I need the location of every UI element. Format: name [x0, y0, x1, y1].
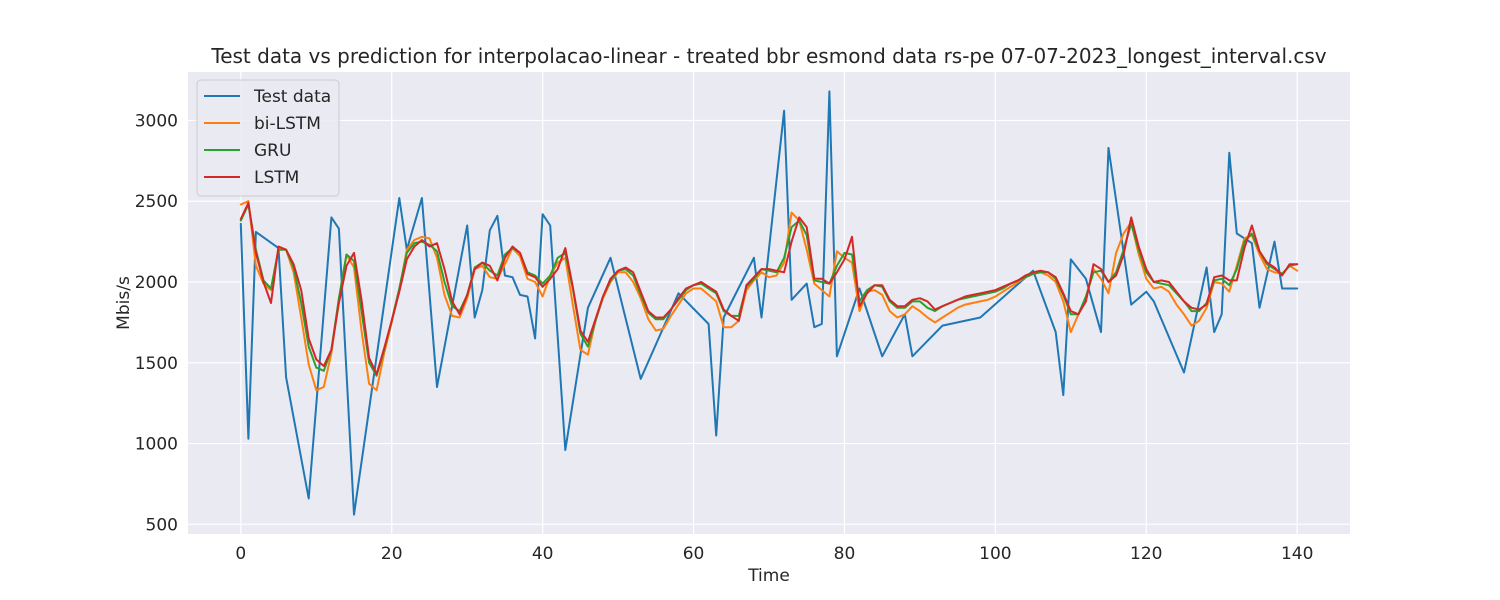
legend-label-lstm: LSTM	[254, 168, 299, 188]
x-tick-label: 100	[979, 544, 1011, 564]
y-tick-label: 1000	[135, 435, 178, 455]
x-tick-label: 80	[834, 544, 856, 564]
y-tick-label: 2000	[135, 273, 178, 293]
series-line-test-data	[239, 90, 1299, 516]
y-tick-label: 1500	[135, 354, 178, 374]
x-tick-label: 140	[1281, 544, 1313, 564]
legend-label-bi-lstm: bi-LSTM	[254, 114, 321, 134]
legend-label-test-data: Test data	[253, 87, 331, 107]
tick-labels: 0 20 40 60 80 100 120 140 500 1000 1500 2000 2500 300…	[135, 111, 1314, 564]
legend: Test data bi-LSTM GRU LSTM	[196, 79, 340, 197]
chart-title: Test data vs prediction for interpolacao…	[210, 44, 1326, 68]
series-line-bi-lstm	[239, 200, 1299, 392]
x-tick-label: 120	[1130, 544, 1162, 564]
x-tick-label: 40	[532, 544, 554, 564]
y-axis-label: Mbis/s	[114, 276, 134, 330]
grid	[188, 72, 1350, 534]
legend-label-gru: GRU	[254, 141, 291, 161]
series-line-lstm	[239, 201, 1299, 376]
x-tick-label: 20	[381, 544, 403, 564]
x-tick-label: 0	[235, 544, 246, 564]
y-tick-label: 500	[146, 515, 178, 535]
plot-area	[188, 72, 1350, 534]
x-tick-label: 60	[683, 544, 705, 564]
y-tick-label: 2500	[135, 192, 178, 212]
series-line-gru	[239, 203, 1299, 377]
x-axis-label: Time	[747, 566, 790, 586]
y-tick-label: 3000	[135, 111, 178, 131]
legend-box	[196, 79, 340, 197]
series-lines	[239, 90, 1299, 516]
